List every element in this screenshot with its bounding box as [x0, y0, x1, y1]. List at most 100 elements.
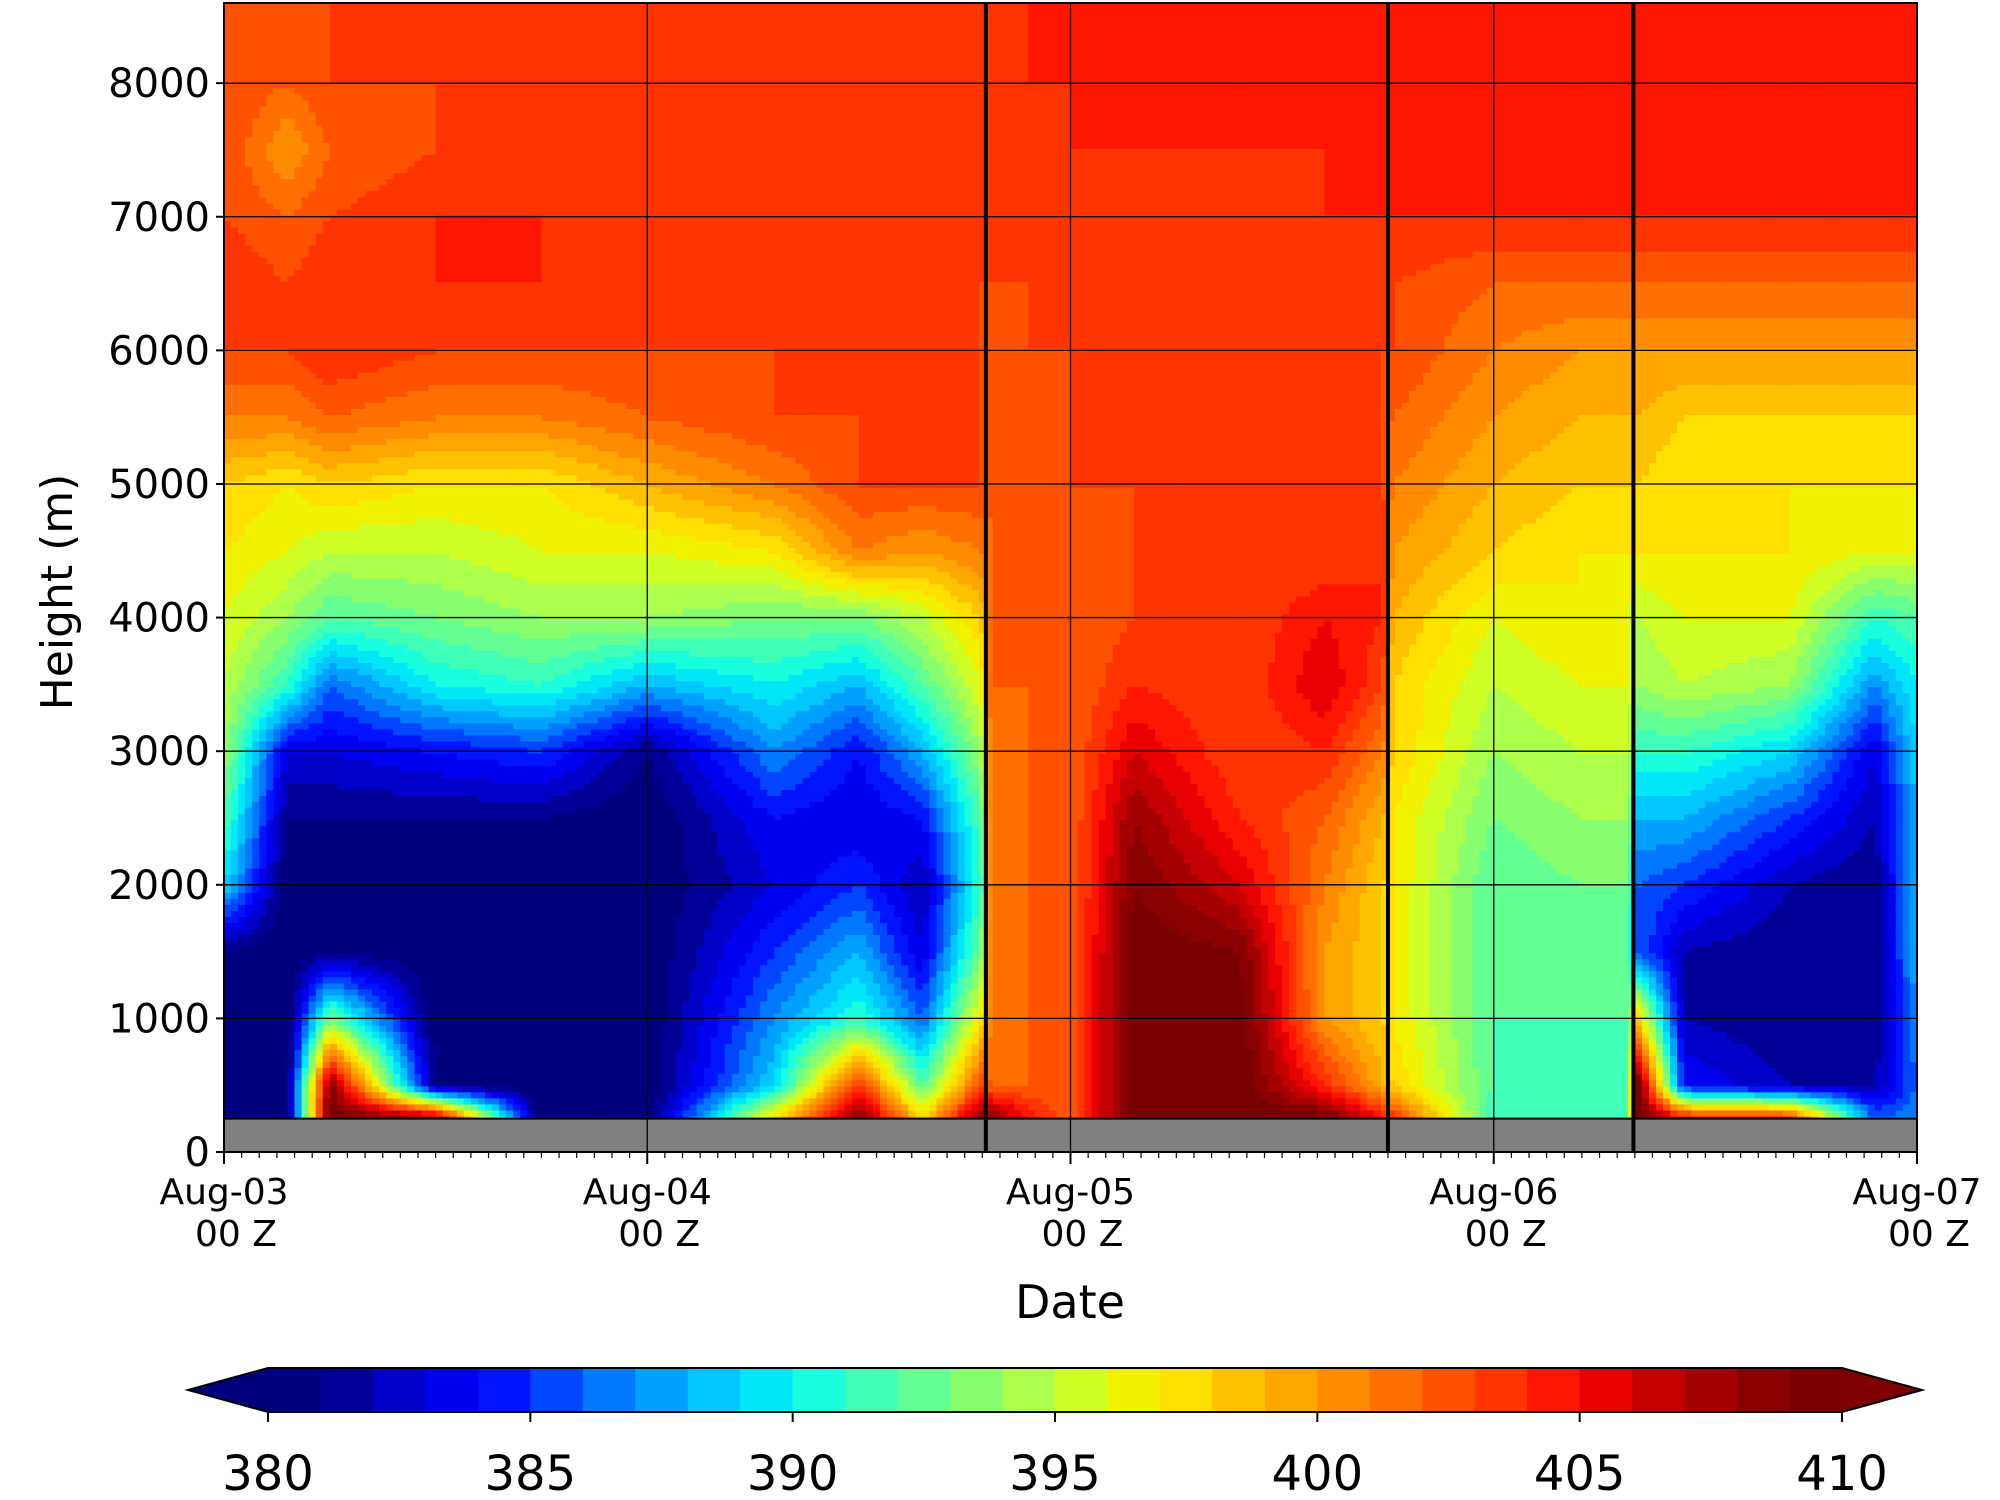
contour-cell — [252, 723, 260, 730]
contour-cell — [252, 39, 260, 46]
contour-cell — [231, 21, 239, 28]
contour-cell — [245, 112, 253, 119]
contour-cell — [231, 227, 239, 234]
contour-cell — [224, 922, 232, 929]
contour-cell — [224, 209, 232, 216]
contour-cell — [231, 354, 239, 361]
contour-cell — [245, 118, 253, 125]
contour-cell — [238, 342, 246, 349]
contour-cell — [238, 197, 246, 204]
contour-cell — [231, 420, 239, 427]
contour-cell — [252, 51, 260, 58]
contour-cell — [252, 523, 260, 530]
contour-cell — [238, 644, 246, 651]
contour-cell — [231, 620, 239, 627]
contour-cell — [238, 1067, 246, 1074]
contour-cell — [238, 553, 246, 560]
contour-cell — [238, 1092, 246, 1099]
contour-cell — [252, 916, 260, 923]
contour-cell — [252, 444, 260, 451]
contour-cell — [224, 172, 232, 179]
contour-cell — [252, 704, 260, 711]
contour-cell — [238, 602, 246, 609]
contour-cell — [238, 807, 246, 814]
contour-cell — [231, 795, 239, 802]
contour-cell — [245, 463, 253, 470]
contour-cell — [245, 553, 253, 560]
contour-cell — [238, 275, 246, 282]
contour-cell — [245, 723, 253, 730]
contour-cell — [238, 1001, 246, 1008]
contour-cell — [259, 565, 267, 572]
contour-cell — [224, 1055, 232, 1062]
contour-cell — [231, 1067, 239, 1074]
contour-cell — [252, 602, 260, 609]
contour-cell — [224, 27, 232, 34]
contour-cell — [238, 922, 246, 929]
contour-cell — [224, 245, 232, 252]
contour-cell — [259, 505, 267, 512]
contour-cell — [245, 160, 253, 167]
contour-cell — [252, 692, 260, 699]
contour-cell — [224, 463, 232, 470]
contour-cell — [259, 596, 267, 603]
contour-cell — [245, 886, 253, 893]
contour-cell — [252, 1001, 260, 1008]
contour-cell — [238, 868, 246, 875]
contour-cell — [245, 354, 253, 361]
contour-cell — [231, 432, 239, 439]
contour-cell — [252, 360, 260, 367]
contour-cell — [252, 463, 260, 470]
contour-cell — [231, 692, 239, 699]
contour-cell — [252, 154, 260, 161]
contour-cell — [252, 741, 260, 748]
contour-cell — [238, 215, 246, 222]
contour-cell — [252, 384, 260, 391]
contour-cell — [231, 76, 239, 83]
contour-cell — [231, 336, 239, 343]
contour-cell — [224, 275, 232, 282]
contour-cell — [224, 348, 232, 355]
contour-cell — [231, 184, 239, 191]
contour-cell — [245, 27, 253, 34]
contour-cell — [252, 221, 260, 228]
contour-cell — [224, 723, 232, 730]
contour-cell — [231, 1098, 239, 1105]
contour-cell — [224, 1098, 232, 1105]
contour-cell — [259, 958, 267, 965]
contour-cell — [245, 233, 253, 240]
contour-cell — [224, 263, 232, 270]
contour-cell — [238, 426, 246, 433]
contour-cell — [231, 565, 239, 572]
contour-cell — [231, 154, 239, 161]
contour-cell — [245, 638, 253, 645]
contour-cell — [259, 457, 267, 464]
contour-cell — [224, 493, 232, 500]
contour-cell — [259, 547, 267, 554]
contour-cell — [224, 94, 232, 101]
contour-cell — [224, 9, 232, 16]
contour-cell — [224, 154, 232, 161]
contour-cell — [245, 57, 253, 64]
contour-cell — [238, 916, 246, 923]
contour-cell — [238, 76, 246, 83]
contour-cell — [252, 1104, 260, 1111]
contour-cell — [245, 620, 253, 627]
contour-cell — [252, 910, 260, 917]
contour-cell — [224, 571, 232, 578]
contour-cell — [245, 584, 253, 591]
contour-cell — [252, 1031, 260, 1038]
contour-cell — [224, 989, 232, 996]
contour-cell — [245, 451, 253, 458]
contour-cell — [238, 299, 246, 306]
contour-cell — [238, 874, 246, 881]
contour-cell — [224, 874, 232, 881]
contour-cell — [224, 330, 232, 337]
contour-cell — [231, 717, 239, 724]
contour-cell — [245, 197, 253, 204]
contour-cell — [224, 698, 232, 705]
contour-cell — [252, 620, 260, 627]
contour-cell — [231, 934, 239, 941]
contour-cell — [224, 396, 232, 403]
contour-cell — [252, 674, 260, 681]
